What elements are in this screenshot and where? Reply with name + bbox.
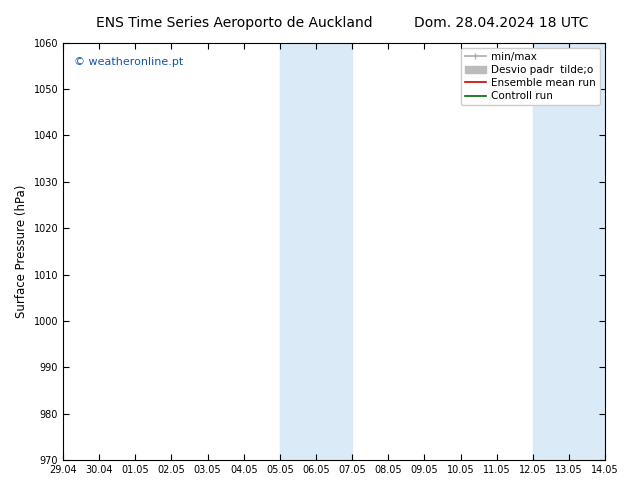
Text: ENS Time Series Aeroporto de Auckland: ENS Time Series Aeroporto de Auckland (96, 16, 373, 30)
Y-axis label: Surface Pressure (hPa): Surface Pressure (hPa) (15, 185, 28, 318)
Text: Dom. 28.04.2024 18 UTC: Dom. 28.04.2024 18 UTC (413, 16, 588, 30)
Legend: min/max, Desvio padr  tilde;o, Ensemble mean run, Controll run: min/max, Desvio padr tilde;o, Ensemble m… (461, 48, 600, 105)
Text: © weatheronline.pt: © weatheronline.pt (74, 57, 183, 67)
Bar (533, 43, 605, 460)
Bar (280, 43, 352, 460)
